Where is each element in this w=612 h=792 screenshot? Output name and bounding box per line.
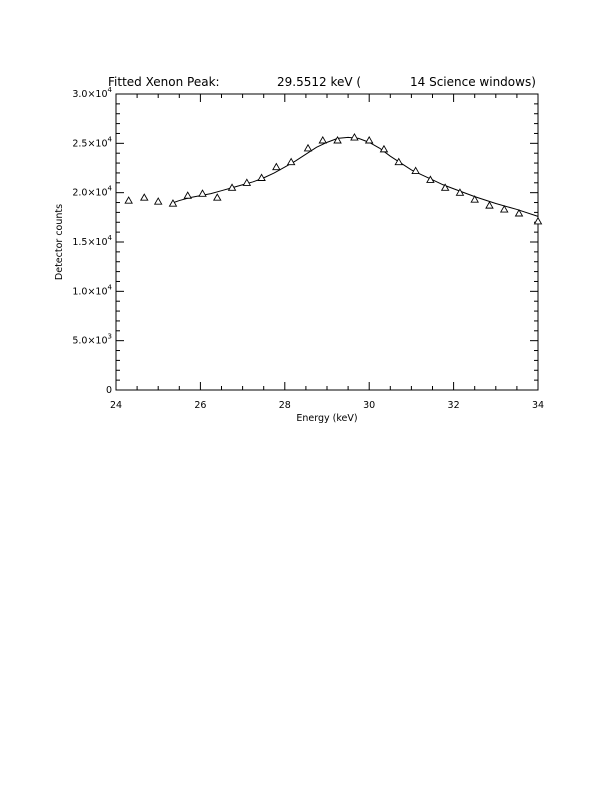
axis-ticks	[115, 93, 539, 391]
y-tick-label: 5.0×103	[72, 333, 112, 347]
x-tick-label: 32	[448, 400, 460, 411]
y-tick-label: 3.0×104	[72, 86, 112, 100]
data-point-triangle	[394, 157, 404, 166]
chart-title: Fitted Xenon Peak: 29.5512 keV ( 14 Scie…	[108, 75, 536, 89]
x-tick-label: 28	[279, 400, 291, 411]
x-tick-label: 30	[363, 400, 375, 411]
data-point-triangle	[514, 208, 524, 217]
data-point-triangle	[364, 135, 374, 144]
data-point-triangle	[257, 173, 266, 181]
fit-curve	[170, 136, 539, 217]
y-tick-label: 2.5×104	[72, 135, 112, 149]
data-point-triangle	[153, 197, 163, 205]
data-point-triangle	[379, 144, 389, 153]
data-point-triangle	[242, 178, 252, 186]
data-point-triangle	[168, 199, 178, 207]
data-point-triangle	[411, 166, 420, 175]
data-point-triangle	[198, 189, 207, 197]
data-point-triangle	[318, 135, 328, 144]
chart-title-energy: 29.5512 keV (	[277, 75, 361, 89]
data-point-triangle	[303, 143, 313, 152]
data-point-triangle	[426, 175, 435, 183]
y-tick-label: 1.0×104	[72, 283, 112, 297]
data-point-triangle	[470, 195, 479, 203]
plot-frame	[115, 93, 539, 391]
x-axis-label: Energy (keV)	[296, 413, 357, 424]
data-markers	[124, 133, 543, 225]
data-point-triangle	[124, 196, 133, 204]
data-point-triangle	[272, 162, 281, 171]
y-tick-label: 0	[106, 385, 112, 396]
data-point-triangle	[350, 133, 359, 141]
chart-title-windows: 14 Science windows)	[410, 75, 536, 89]
data-point-triangle	[485, 201, 494, 209]
data-point-triangle	[286, 157, 296, 166]
x-tick-label: 24	[110, 400, 122, 411]
data-point-triangle	[455, 188, 465, 196]
data-point-triangle	[227, 183, 237, 191]
tick-labels: 24 26 28 30 32 34 0 5.0×103 1.0×104 1.5×104 2.0×10…	[72, 86, 544, 411]
data-point-triangle	[139, 193, 149, 201]
x-tick-label: 26	[194, 400, 206, 411]
y-axis-label: Detector counts	[54, 204, 65, 280]
data-point-triangle	[333, 135, 342, 144]
data-point-triangle	[440, 183, 450, 191]
chart-title-label: Fitted Xenon Peak:	[108, 75, 220, 89]
y-tick-label: 1.5×104	[72, 234, 112, 248]
data-point-triangle	[533, 216, 543, 225]
data-point-triangle	[183, 191, 193, 199]
data-point-triangle	[213, 193, 222, 201]
y-tick-label: 2.0×104	[72, 185, 112, 199]
data-point-triangle	[499, 205, 509, 213]
x-tick-label: 34	[532, 400, 544, 411]
